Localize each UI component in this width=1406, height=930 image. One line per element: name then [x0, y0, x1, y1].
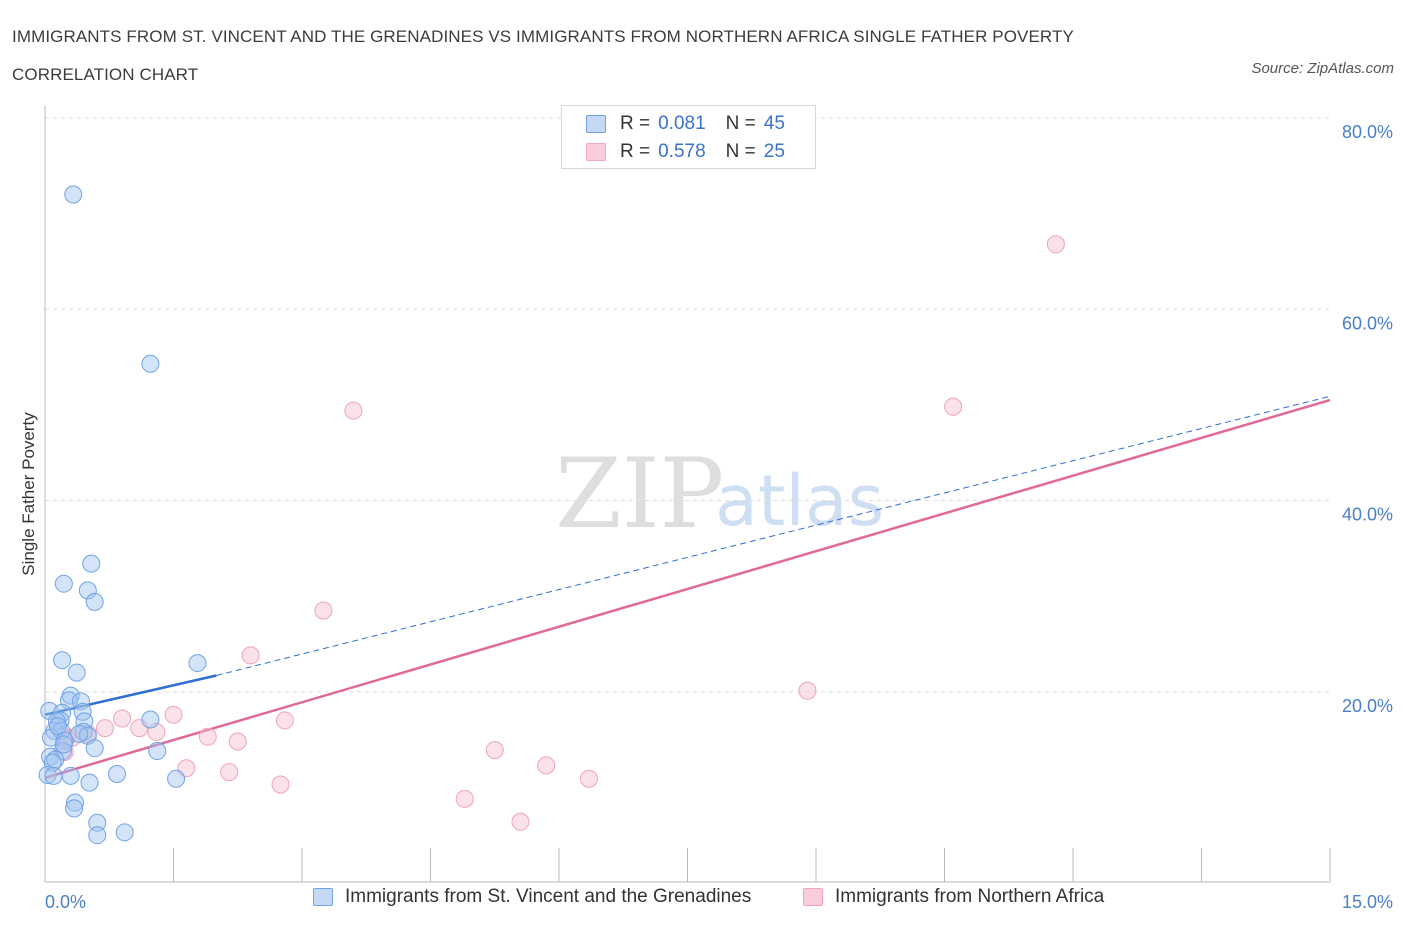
pink-point [314, 601, 333, 620]
r-label: R = [620, 141, 651, 162]
r-label: R = [620, 113, 651, 134]
x-tick-label: 0.0% [45, 892, 86, 912]
blue-swatch [586, 115, 606, 133]
pink-point [579, 769, 598, 788]
blue-point [85, 592, 104, 611]
blue-point [85, 739, 104, 758]
blue-point [88, 826, 107, 845]
pink-point [275, 711, 294, 730]
blue-point [82, 554, 101, 573]
source-note: Source: ZipAtlas.com [1251, 60, 1394, 77]
y-tick-label: 60.0% [1342, 313, 1393, 333]
n-value: 25 [763, 141, 785, 162]
pink-point [198, 727, 217, 746]
pink-trend-line [44, 398, 1331, 780]
blue-point [73, 702, 92, 721]
blue-point [64, 185, 83, 204]
pink-point [1046, 235, 1065, 254]
n-label: N = [725, 113, 756, 134]
y-tick-labels: 20.0% 40.0% 60.0% 80.0% [1342, 122, 1393, 716]
watermark: ZIP atlas [555, 438, 884, 550]
pink-point [241, 646, 260, 665]
blue-point [80, 773, 99, 792]
blue-point [167, 769, 186, 788]
r-value: 0.578 [658, 141, 706, 162]
blue-point [61, 766, 80, 785]
blue-point [70, 724, 89, 743]
blue-swatch [313, 888, 333, 906]
blue-point [107, 764, 126, 783]
data-points [38, 185, 1065, 845]
blue-point [141, 710, 160, 729]
pink-point [944, 397, 963, 416]
blue-trend-extension [216, 395, 1331, 676]
blue-point [148, 742, 167, 761]
pink-swatch [586, 143, 606, 161]
blue-point [141, 354, 160, 373]
pink-point [228, 732, 247, 751]
pink-point [164, 705, 183, 724]
stats-row-blue: R = 0.081 N = 45 [586, 111, 785, 137]
blue-point [46, 750, 65, 769]
trend-lines [44, 395, 1331, 780]
pink-swatch [803, 888, 823, 906]
blue-point [53, 703, 72, 722]
n-label: N = [725, 141, 756, 162]
y-axis-label: Single Father Poverty [19, 412, 38, 576]
pink-point [485, 741, 504, 760]
legend-label: Immigrants from Northern Africa [835, 886, 1105, 907]
watermark-zip: ZIP [555, 438, 724, 550]
legend-item-northern-africa: Immigrants from Northern Africa [803, 886, 1104, 908]
pink-point [271, 775, 290, 794]
chart-title: IMMIGRANTS FROM ST. VINCENT AND THE GREN… [12, 27, 1074, 84]
blue-point [65, 793, 84, 812]
x-tick-label: 15.0% [1342, 892, 1393, 912]
pink-point [455, 789, 474, 808]
blue-point [48, 717, 67, 736]
pink-point [511, 812, 530, 831]
y-tick-label: 40.0% [1342, 505, 1393, 525]
blue-point [65, 799, 84, 818]
blue-point [54, 735, 73, 754]
y-tick-label: 80.0% [1342, 122, 1393, 142]
grid [45, 117, 1330, 693]
pink-point [113, 709, 132, 728]
pink-point [537, 756, 556, 775]
blue-point [52, 721, 71, 740]
axes [44, 105, 1331, 883]
pink-point [798, 681, 817, 700]
blue-point [38, 765, 57, 784]
stats-legend: R = 0.081 N = 45 R = 0.578 N = 25 [561, 105, 816, 169]
stats-row-pink: R = 0.578 N = 25 [586, 139, 785, 165]
blue-point [88, 813, 107, 832]
pink-point [95, 719, 114, 738]
legend-item-st-vincent: Immigrants from St. Vincent and the Gren… [313, 886, 751, 908]
blue-point [53, 651, 72, 670]
blue-point [54, 574, 73, 593]
legend-label: Immigrants from St. Vincent and the Gren… [345, 886, 752, 907]
n-value: 45 [763, 113, 785, 134]
blue-point [188, 654, 207, 673]
x-tick-labels: 0.0% 15.0% [45, 892, 1393, 912]
blue-trend-line [44, 674, 217, 716]
blue-point [44, 766, 63, 785]
blue-point [67, 663, 86, 682]
blue-point [115, 823, 134, 842]
pink-point [344, 401, 363, 420]
y-tick-label: 20.0% [1342, 696, 1393, 716]
pink-point [220, 763, 239, 782]
r-value: 0.081 [658, 113, 706, 134]
blue-point [78, 581, 97, 600]
